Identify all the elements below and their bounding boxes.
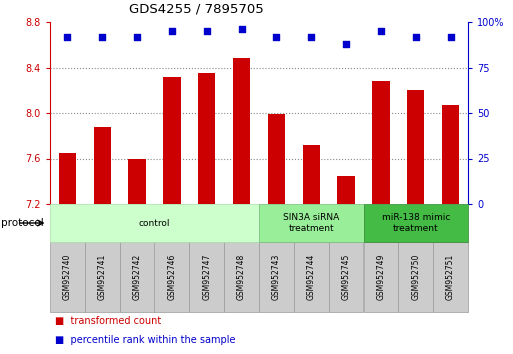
Text: GSM952750: GSM952750 [411, 254, 420, 300]
Text: GSM952749: GSM952749 [377, 254, 385, 300]
Bar [303, 145, 320, 204]
Point [411, 34, 420, 39]
Point [168, 28, 176, 34]
Point [377, 28, 385, 34]
Text: GSM952747: GSM952747 [202, 254, 211, 300]
Text: SIN3A siRNA
treatment: SIN3A siRNA treatment [283, 213, 340, 233]
Text: GSM952742: GSM952742 [132, 254, 142, 300]
Bar [259, 204, 364, 242]
Bar [442, 105, 459, 204]
Bar [50, 204, 259, 242]
Text: GSM952745: GSM952745 [342, 254, 350, 300]
Bar [407, 90, 424, 204]
Bar [189, 242, 224, 312]
Bar [372, 81, 390, 204]
Bar [93, 127, 111, 204]
Point [203, 28, 211, 34]
Text: GSM952743: GSM952743 [272, 254, 281, 300]
Bar [294, 242, 329, 312]
Text: miR-138 mimic
treatment: miR-138 mimic treatment [382, 213, 450, 233]
Bar [268, 114, 285, 204]
Bar [364, 204, 468, 242]
Bar [58, 153, 76, 204]
Bar [50, 242, 85, 312]
Text: ■  percentile rank within the sample: ■ percentile rank within the sample [55, 335, 235, 345]
Bar [433, 242, 468, 312]
Bar [163, 76, 181, 204]
Point [342, 41, 350, 47]
Text: control: control [139, 218, 170, 228]
Point [98, 34, 106, 39]
Bar [120, 242, 154, 312]
Point [133, 34, 141, 39]
Bar [398, 242, 433, 312]
Bar [224, 242, 259, 312]
Text: GSM952741: GSM952741 [98, 254, 107, 300]
Text: GSM952746: GSM952746 [167, 254, 176, 300]
Point [272, 34, 281, 39]
Point [63, 34, 71, 39]
Bar [198, 73, 215, 204]
Bar [338, 176, 355, 204]
Point [446, 34, 455, 39]
Text: GSM952751: GSM952751 [446, 254, 455, 300]
Bar [154, 242, 189, 312]
Bar [259, 242, 294, 312]
Bar [85, 242, 120, 312]
Bar [233, 58, 250, 204]
Text: GSM952740: GSM952740 [63, 254, 72, 300]
Point [307, 34, 315, 39]
Bar [329, 242, 364, 312]
Bar [128, 159, 146, 204]
Text: ■  transformed count: ■ transformed count [55, 315, 162, 326]
Text: GSM952744: GSM952744 [307, 254, 315, 300]
Bar [364, 242, 398, 312]
Text: GDS4255 / 7895705: GDS4255 / 7895705 [129, 3, 264, 16]
Text: protocol: protocol [1, 218, 44, 228]
Text: GSM952748: GSM952748 [237, 254, 246, 300]
Point [238, 27, 246, 32]
